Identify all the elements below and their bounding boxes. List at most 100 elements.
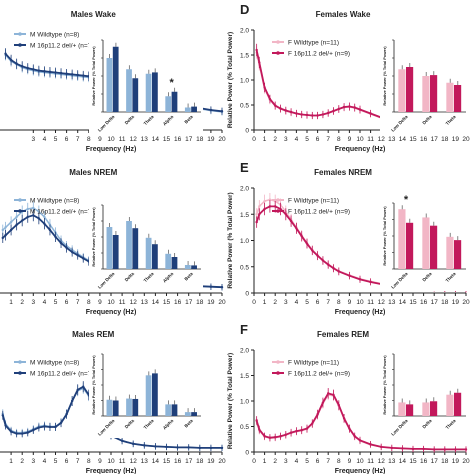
data-point bbox=[9, 430, 13, 433]
x-axis-label: Frequency (Hz) bbox=[86, 146, 137, 153]
panel-male-wake: Males Wake 3 4 5 6 7 8 9 10 11 12 13 14 15 16 17 18 19 20 F… bbox=[0, 10, 226, 153]
data-point bbox=[198, 446, 201, 450]
inset-bar bbox=[191, 106, 197, 112]
legend-marker bbox=[276, 371, 280, 375]
data-point bbox=[332, 267, 335, 270]
y-tick-label: 0 bbox=[245, 450, 249, 457]
inset-bar bbox=[132, 78, 139, 112]
inset-y-label: Relative Power (% Total Power) bbox=[91, 207, 96, 267]
data-point bbox=[9, 58, 13, 62]
data-point bbox=[284, 433, 287, 436]
inset-category-label: Delta bbox=[124, 114, 136, 126]
panel-female-nrem: E Females NREM 0 0.5 1.0 1.5 2.0 Relative Power… bbox=[227, 160, 470, 316]
x-tick-label: 16 bbox=[174, 299, 182, 306]
x-axis-label: Frequency (Hz) bbox=[335, 468, 386, 474]
legend-label: M Wildtype (n=8) bbox=[30, 360, 79, 367]
x-tick-label: 15 bbox=[163, 299, 171, 306]
data-point bbox=[268, 198, 272, 201]
data-point bbox=[279, 207, 282, 211]
data-point bbox=[220, 286, 224, 289]
x-tick-label: 12 bbox=[378, 299, 386, 306]
data-point bbox=[15, 223, 18, 226]
inset-bar bbox=[454, 392, 462, 416]
significance-asterisk: * bbox=[169, 77, 174, 89]
data-point bbox=[300, 113, 303, 116]
data-point bbox=[289, 219, 293, 223]
data-point bbox=[21, 219, 24, 222]
legend-marker bbox=[18, 360, 22, 364]
legend-label: M 16p11.2 del/+ (n=7) bbox=[30, 209, 93, 216]
data-point bbox=[209, 108, 213, 112]
x-tick-label: 5 bbox=[305, 136, 309, 143]
x-tick-label: 7 bbox=[326, 136, 330, 143]
data-point bbox=[316, 413, 319, 416]
x-tick-label: 15 bbox=[409, 458, 417, 465]
inset-bar bbox=[145, 375, 152, 416]
data-point bbox=[9, 220, 13, 224]
x-tick-label: 11 bbox=[367, 299, 374, 306]
y-axis-label: Relative Power (% Total Power) bbox=[227, 192, 234, 288]
inset-category-label: Delta bbox=[421, 114, 433, 126]
x-tick-label: 10 bbox=[107, 299, 115, 306]
x-tick-label: 10 bbox=[107, 458, 115, 465]
x-tick-label: 0 bbox=[252, 299, 256, 306]
x-tick-label: 2 bbox=[273, 299, 277, 306]
data-point bbox=[1, 236, 4, 240]
data-point bbox=[348, 105, 351, 108]
x-tick-label: 10 bbox=[356, 136, 364, 143]
legend-marker bbox=[18, 32, 22, 36]
x-tick-label: 14 bbox=[399, 299, 407, 306]
legend-marker bbox=[276, 51, 280, 55]
x-tick-label: 16 bbox=[420, 136, 428, 143]
x-tick-label: 4 bbox=[43, 299, 47, 306]
x-tick-label: 17 bbox=[185, 299, 193, 306]
inset-bar bbox=[106, 399, 113, 416]
data-point bbox=[263, 86, 266, 89]
data-point bbox=[48, 228, 52, 232]
inset-bar bbox=[152, 244, 158, 269]
legend-label: F 16p11.2 del/+ (n=9) bbox=[288, 371, 350, 378]
x-tick-label: 17 bbox=[431, 458, 439, 465]
panel-title: Females Wake bbox=[316, 10, 371, 19]
data-point bbox=[284, 213, 287, 216]
inset-bar bbox=[152, 373, 158, 416]
data-point bbox=[327, 263, 330, 266]
panel-title: Males NREM bbox=[69, 168, 117, 177]
inset-bar bbox=[126, 221, 132, 269]
data-point bbox=[220, 110, 224, 113]
inset-background bbox=[380, 350, 468, 438]
x-tick-label: 19 bbox=[452, 458, 460, 465]
inset-category-label: Delta bbox=[421, 418, 433, 430]
inset-y-label: Relative Power (% Total Power) bbox=[91, 46, 96, 106]
data-point bbox=[316, 254, 319, 257]
x-axis-label: Frequency (Hz) bbox=[335, 309, 386, 316]
data-point bbox=[305, 113, 309, 117]
data-point bbox=[255, 220, 258, 224]
inset-bar bbox=[422, 402, 430, 416]
data-point bbox=[9, 228, 13, 232]
x-tick-label: 12 bbox=[130, 299, 138, 306]
x-tick-label: 2 bbox=[20, 458, 24, 465]
data-point bbox=[258, 213, 261, 216]
inset-bar bbox=[152, 72, 158, 112]
data-point bbox=[1, 414, 4, 417]
data-point bbox=[26, 431, 29, 434]
inset-female-rem: Relative Power (% Total Power)Low Delta D… bbox=[380, 350, 468, 438]
y-tick-label: 1.5 bbox=[240, 53, 249, 60]
y-tick-label: 0 bbox=[245, 291, 249, 298]
inset-bar bbox=[184, 107, 191, 112]
data-point bbox=[37, 69, 41, 72]
data-point bbox=[32, 206, 35, 210]
data-point bbox=[332, 393, 335, 397]
x-tick-label: 0 bbox=[252, 136, 256, 143]
data-point bbox=[59, 71, 63, 75]
data-point bbox=[358, 439, 362, 442]
data-point bbox=[279, 107, 282, 110]
inset-bar bbox=[171, 257, 178, 269]
panel-title: Males Wake bbox=[71, 10, 117, 19]
data-point bbox=[284, 109, 287, 112]
x-tick-label: 15 bbox=[409, 136, 417, 143]
inset-category-label: Beta bbox=[183, 418, 194, 429]
data-point bbox=[220, 446, 224, 450]
